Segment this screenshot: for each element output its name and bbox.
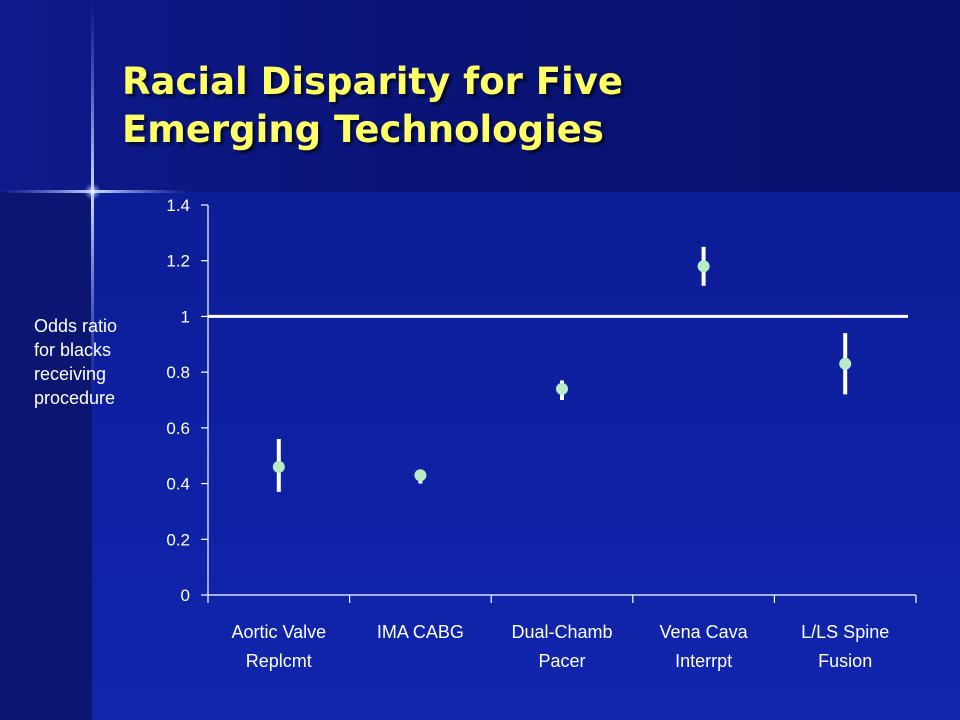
y-tick-label: 1.2 — [166, 252, 190, 271]
slide-title-line-2: Emerging Technologies — [122, 108, 604, 151]
y-axis-label-line-2: for blacks — [34, 340, 112, 360]
odds-ratio-point — [556, 382, 568, 395]
content-panel — [92, 192, 960, 720]
x-category-label: Replcmt — [246, 651, 312, 671]
odds-ratio-point — [697, 260, 710, 273]
y-axis-label: Odds ratio for blacks receiving procedur… — [34, 314, 154, 410]
odds-ratio-point — [272, 460, 285, 473]
title-band — [0, 0, 960, 192]
x-category-label: Aortic Valve — [231, 622, 326, 642]
y-axis-label-line-4: procedure — [34, 388, 116, 408]
y-tick-label: 1 — [181, 307, 190, 326]
x-category-label: Dual-Chamb — [511, 622, 612, 642]
x-category-label: Interrpt — [675, 651, 732, 671]
x-category-label: Vena Cava — [660, 622, 749, 642]
odds-ratio-point — [839, 357, 852, 370]
sparkle-decoration — [0, 0, 190, 400]
slide-title-line-1: Racial Disparity for Five — [122, 60, 623, 103]
x-category-label: L/LS Spine — [801, 622, 889, 642]
x-category-label: Fusion — [818, 651, 872, 671]
x-category-label: Pacer — [538, 651, 585, 671]
odds-ratio-point — [414, 469, 427, 482]
y-tick-label: 0.4 — [166, 475, 190, 494]
slide-title: Racial Disparity for Five Emerging Techn… — [122, 58, 902, 154]
y-tick-label: 0.6 — [166, 419, 190, 438]
x-category-label: IMA CABG — [377, 622, 464, 642]
left-band — [0, 192, 92, 720]
y-tick-label: 0.2 — [166, 530, 190, 549]
y-axis-label-line-3: receiving — [34, 364, 107, 384]
y-axis-label-line-1: Odds ratio — [34, 316, 118, 336]
y-tick-label: 0 — [181, 586, 190, 605]
y-tick-label: 0.8 — [166, 363, 190, 382]
y-tick-label: 1.4 — [166, 196, 190, 215]
